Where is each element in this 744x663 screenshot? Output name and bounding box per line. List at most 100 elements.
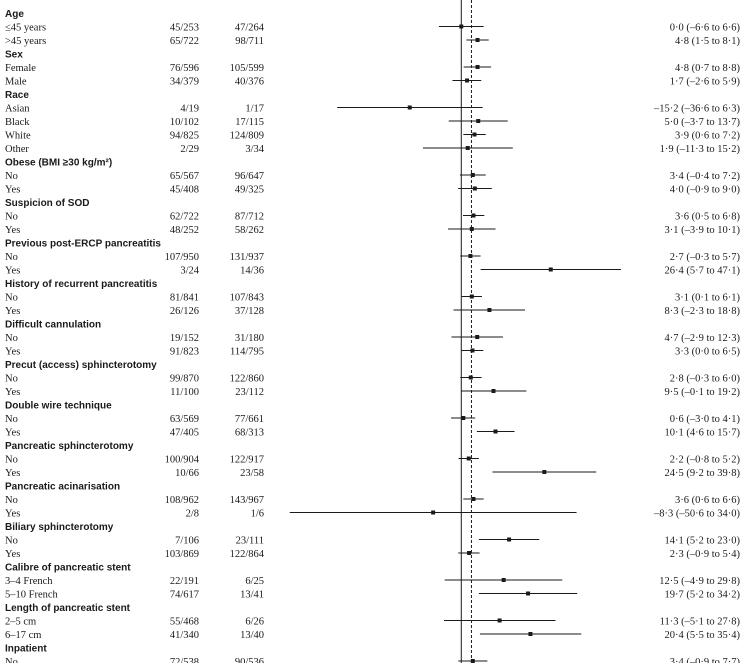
row-label: 5–10 French	[5, 590, 59, 601]
events-group-b: 87/712	[235, 212, 264, 223]
row-label: ≤45 years	[5, 23, 46, 34]
row-label: Asian	[5, 104, 30, 115]
events-group-b: 1/6	[251, 509, 264, 520]
effect-estimate-text: 20·4 (5·5 to 35·4)	[664, 630, 740, 641]
row-label: Male	[5, 77, 27, 88]
effect-estimate-text: 10·1 (4·6 to 15·7)	[664, 428, 740, 439]
effect-estimate-text: 12·5 (–4·9 to 29·8)	[659, 576, 740, 587]
effect-estimate-text: 0·0 (–6·6 to 6·6)	[670, 23, 741, 34]
point-estimate	[493, 429, 498, 434]
events-group-b: 31/180	[235, 333, 264, 344]
subgroup-header: Inpatient	[5, 644, 47, 655]
row-label: No	[5, 293, 18, 304]
events-group-a: 100/904	[165, 455, 200, 466]
events-group-a: 72/538	[170, 657, 199, 663]
point-estimate	[472, 132, 477, 137]
events-group-a: 103/869	[165, 549, 199, 560]
point-estimate	[491, 389, 496, 393]
row-label: No	[5, 495, 18, 506]
events-group-a: 34/379	[170, 77, 199, 88]
events-group-a: 22/191	[170, 576, 199, 587]
row-label: Yes	[5, 549, 20, 560]
point-estimate	[461, 416, 466, 420]
row-label: 6–17 cm	[5, 630, 41, 641]
events-group-b: 58/262	[235, 225, 264, 236]
subgroup-header: Length of pancreatic stent	[5, 603, 131, 614]
effect-estimate-text: –8·3 (–50·6 to 34·0)	[653, 509, 741, 520]
effect-estimate-text: –15·2 (–36·6 to 6·3)	[653, 104, 741, 115]
events-group-a: 3/24	[180, 266, 199, 277]
events-group-b: 6/25	[245, 576, 264, 587]
row-label: No	[5, 455, 18, 466]
events-group-b: 96/647	[235, 171, 264, 182]
events-group-b: 17/115	[235, 117, 264, 128]
events-group-b: 23/111	[236, 536, 264, 547]
events-group-a: 55/468	[170, 617, 199, 628]
row-label: No	[5, 171, 18, 182]
point-estimate	[475, 38, 480, 42]
subgroup-header: Pancreatic acinarisation	[5, 482, 120, 493]
events-group-a: 4/19	[180, 104, 199, 115]
events-group-a: 11/100	[170, 387, 199, 398]
events-group-a: 45/408	[170, 185, 199, 196]
events-group-b: 13/40	[240, 630, 264, 641]
subgroup-header: Calibre of pancreatic stent	[5, 563, 131, 574]
effect-estimate-text: 3·1 (–3·9 to 10·1)	[664, 225, 740, 236]
row-label: No	[5, 374, 18, 385]
row-label: No	[5, 536, 18, 547]
effect-estimate-text: 0·6 (–3·0 to 4·1)	[670, 414, 741, 425]
row-label: No	[5, 252, 18, 263]
subgroup-header: Double wire technique	[5, 401, 112, 412]
row-label: Yes	[5, 387, 20, 398]
subgroup-header: Sex	[5, 50, 23, 61]
point-estimate	[470, 659, 475, 663]
row-label: Female	[5, 63, 36, 74]
subgroup-header: Suspicion of SOD	[5, 198, 89, 209]
row-label: Yes	[5, 266, 20, 277]
effect-estimate-text: 4·8 (0·7 to 8·8)	[675, 63, 741, 74]
row-label: No	[5, 657, 18, 663]
events-group-a: 2/8	[186, 509, 199, 520]
events-group-b: 122/860	[230, 374, 264, 385]
effect-estimate-text: 2·7 (–0·3 to 5·7)	[670, 252, 741, 263]
events-group-a: 76/596	[170, 63, 199, 74]
row-label: Yes	[5, 185, 20, 196]
effect-estimate-text: 8·3 (–2·3 to 18·8)	[664, 306, 740, 317]
events-group-b: 40/376	[235, 77, 264, 88]
effect-estimate-text: 14·1 (5·2 to 23·0)	[664, 536, 740, 547]
events-group-a: 2/29	[180, 144, 199, 155]
events-group-b: 122/864	[230, 549, 265, 560]
events-group-b: 143/967	[230, 495, 264, 506]
point-estimate	[468, 375, 473, 380]
point-estimate	[471, 213, 476, 218]
row-label: Yes	[5, 428, 20, 439]
subgroup-header: Precut (access) sphincterotomy	[5, 360, 157, 371]
events-group-a: 74/617	[170, 590, 199, 601]
events-group-a: 65/567	[170, 171, 199, 182]
effect-estimate-text: 1·9 (–11·3 to 15·2)	[660, 144, 741, 155]
row-label: Yes	[5, 306, 20, 317]
effect-estimate-text: 2·3 (–0·9 to 5·4)	[670, 549, 741, 560]
row-label: Other	[5, 144, 29, 155]
point-estimate	[468, 254, 473, 258]
effect-estimate-text: 3·6 (0·6 to 6·6)	[675, 495, 741, 506]
point-estimate	[528, 632, 533, 636]
effect-estimate-text: 3·6 (0·5 to 6·8)	[675, 212, 741, 223]
events-group-b: 124/809	[230, 131, 264, 142]
point-estimate	[548, 267, 553, 272]
events-group-a: 41/340	[170, 630, 199, 641]
events-group-a: 10/102	[170, 117, 199, 128]
point-estimate	[431, 510, 436, 515]
events-group-b: 23/112	[235, 387, 264, 398]
events-group-a: 48/252	[170, 225, 199, 236]
events-group-b: 3/34	[245, 144, 264, 155]
point-estimate	[507, 537, 512, 542]
events-group-a: 81/841	[170, 293, 199, 304]
point-estimate	[469, 227, 474, 231]
point-estimate	[487, 308, 492, 312]
effect-estimate-text: 5·0 (–3·7 to 13·7)	[664, 117, 740, 128]
point-estimate	[470, 348, 475, 353]
events-group-b: 23/58	[240, 468, 264, 479]
point-estimate	[471, 497, 476, 501]
point-estimate	[466, 456, 471, 461]
